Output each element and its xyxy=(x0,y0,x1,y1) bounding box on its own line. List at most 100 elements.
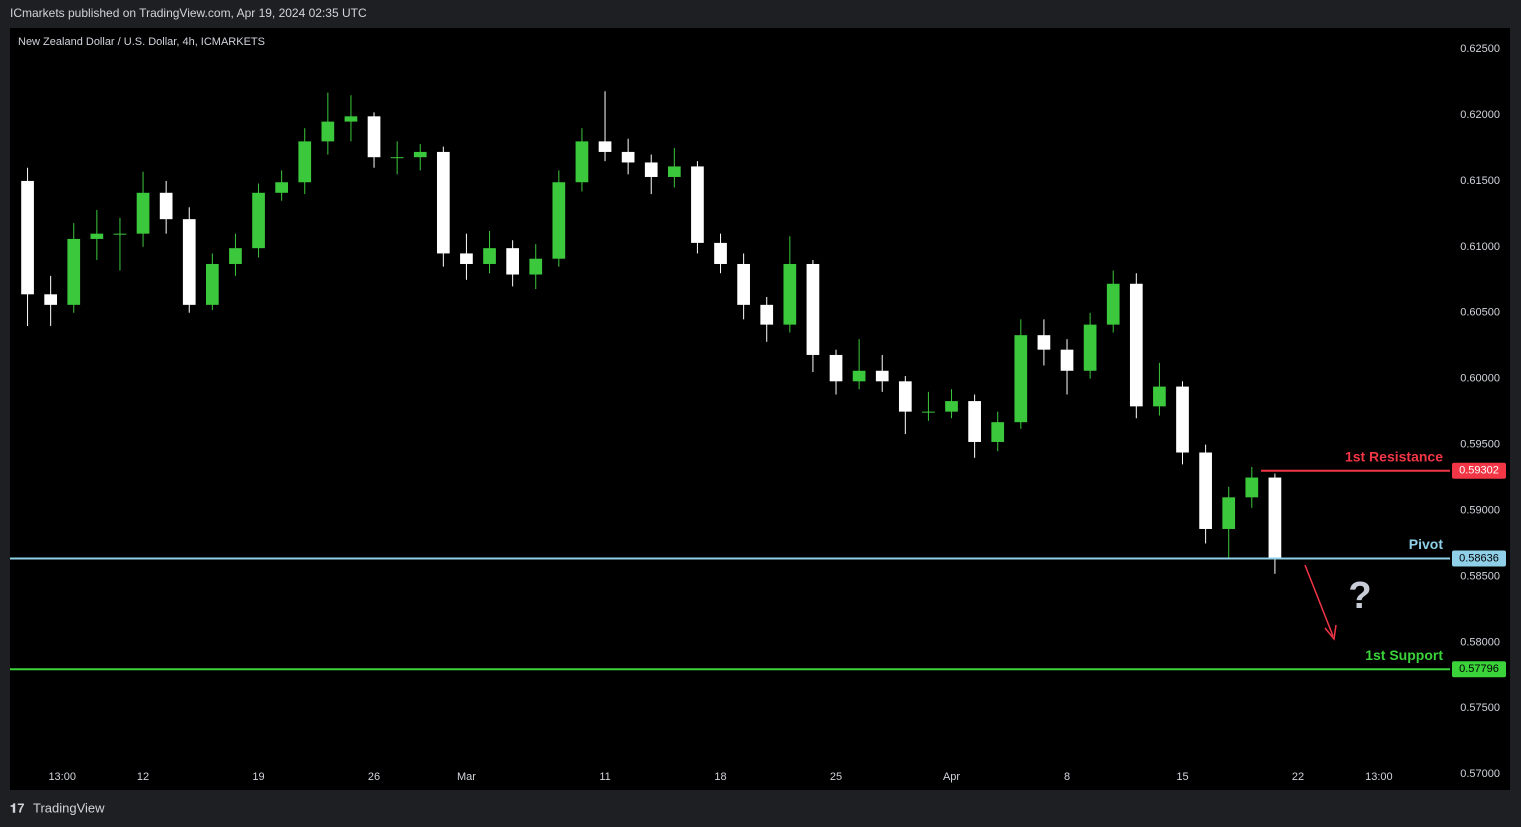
candle-body xyxy=(344,116,358,122)
candle-body xyxy=(552,182,566,259)
candle-body xyxy=(298,141,312,183)
candle-body xyxy=(275,182,288,193)
x-tick-label: 12 xyxy=(137,771,149,783)
candle-body xyxy=(136,192,150,234)
candle-body xyxy=(945,401,958,412)
candle-body xyxy=(783,263,797,325)
y-tick-label: 0.57500 xyxy=(1460,702,1500,714)
candle-body xyxy=(205,263,219,305)
x-tick-label: 25 xyxy=(830,771,842,783)
publisher-line: ICmarkets published on TradingView.com, … xyxy=(10,6,367,20)
candle-body xyxy=(875,370,889,382)
candle-body xyxy=(852,370,866,382)
arrow-shaft xyxy=(1304,564,1334,637)
candle-body xyxy=(506,248,519,275)
level-tag xyxy=(1452,550,1506,567)
candle-body xyxy=(529,258,543,275)
chart-area xyxy=(10,28,1510,790)
candle-body xyxy=(575,141,589,183)
brand: TradingView xyxy=(33,800,105,815)
question-mark: ? xyxy=(1348,575,1371,617)
y-tick-label: 0.57000 xyxy=(1460,768,1500,780)
candle-body xyxy=(922,411,935,413)
candle-body xyxy=(182,219,196,305)
level-tag xyxy=(1452,462,1506,479)
candle-body xyxy=(1199,452,1212,529)
candle-body xyxy=(90,233,104,239)
candle-body xyxy=(113,233,127,235)
candle-body xyxy=(667,166,681,177)
level-name: Pivot xyxy=(1409,536,1444,552)
arrow-head xyxy=(1324,624,1337,641)
y-tick-label: 0.59500 xyxy=(1460,439,1500,451)
candle-body xyxy=(413,151,427,158)
candle-body xyxy=(1129,283,1143,407)
candle-body xyxy=(460,253,473,264)
candle-body xyxy=(436,151,450,254)
candle-body xyxy=(252,192,265,249)
candle-body xyxy=(67,238,81,305)
candle-body xyxy=(621,151,635,163)
x-tick-label: 13:00 xyxy=(1365,771,1393,783)
x-tick-label: 8 xyxy=(1064,771,1070,783)
candle-body xyxy=(229,248,242,264)
candle-body xyxy=(44,294,58,305)
logo-icon: 𝟏7 xyxy=(10,800,24,815)
x-tick-label: 22 xyxy=(1292,771,1304,783)
candle-body xyxy=(1106,283,1120,325)
candle-body xyxy=(829,354,843,382)
candle-body xyxy=(1245,477,1259,498)
y-tick-label: 0.61500 xyxy=(1460,175,1500,187)
candle-body xyxy=(598,141,612,152)
plot: 0.62500 0.62000 0.61500 0.61000 0.60500 0.600… xyxy=(10,43,1506,790)
candle-body xyxy=(644,162,658,177)
candle-body xyxy=(1176,386,1189,453)
candle-body xyxy=(321,121,335,142)
candle-body xyxy=(1014,335,1028,423)
level-name: 1st Support xyxy=(1365,647,1443,663)
x-tick-label: 18 xyxy=(714,771,726,783)
level-name: 1st Resistance xyxy=(1345,448,1443,464)
candle-body xyxy=(159,192,173,220)
x-tick-label: 26 xyxy=(368,771,380,783)
candle-body xyxy=(714,242,727,264)
candle-body xyxy=(367,116,381,158)
candle-body xyxy=(760,304,774,325)
y-tick-label: 0.60500 xyxy=(1460,307,1500,319)
chart-title: New Zealand Dollar / U.S. Dollar, 4h, IC… xyxy=(18,36,265,48)
y-tick-label: 0.58000 xyxy=(1460,636,1500,648)
y-tick-label: 0.59000 xyxy=(1460,504,1500,516)
candle-body xyxy=(21,180,34,295)
candle-body xyxy=(483,248,496,264)
level-tag xyxy=(1452,661,1506,678)
y-tick-label: 0.62500 xyxy=(1460,43,1500,55)
candle-body xyxy=(1083,324,1097,371)
level-tag-value: 0.58636 xyxy=(1459,552,1499,564)
candle-body xyxy=(806,263,820,355)
x-tick-label: 15 xyxy=(1176,771,1188,783)
x-tick-label: 13:00 xyxy=(48,771,76,783)
x-tick-label: Apr xyxy=(943,771,960,783)
candle-body xyxy=(1060,349,1074,371)
candle-body xyxy=(1153,386,1166,407)
candle-body xyxy=(1222,497,1236,529)
candle-body xyxy=(991,422,1005,442)
level-tag-value: 0.57796 xyxy=(1459,663,1499,675)
tradingview-logo: 𝟏7 xyxy=(10,800,24,815)
x-tick-label: Mar xyxy=(457,771,476,783)
candle-body xyxy=(691,166,704,243)
x-tick-label: 19 xyxy=(252,771,264,783)
candle-body xyxy=(737,263,750,305)
candle-body xyxy=(898,381,912,412)
candle-body xyxy=(1037,335,1051,350)
y-tick-label: 0.61000 xyxy=(1460,241,1500,253)
y-tick-label: 0.60000 xyxy=(1460,373,1500,385)
y-tick-label: 0.58500 xyxy=(1460,570,1500,582)
x-tick-label: 11 xyxy=(599,771,610,783)
level-tag-value: 0.59302 xyxy=(1459,465,1499,477)
candle-body xyxy=(390,157,404,159)
candle-body xyxy=(968,401,981,442)
candle-body xyxy=(1268,477,1282,560)
y-tick-label: 0.62000 xyxy=(1460,109,1500,121)
